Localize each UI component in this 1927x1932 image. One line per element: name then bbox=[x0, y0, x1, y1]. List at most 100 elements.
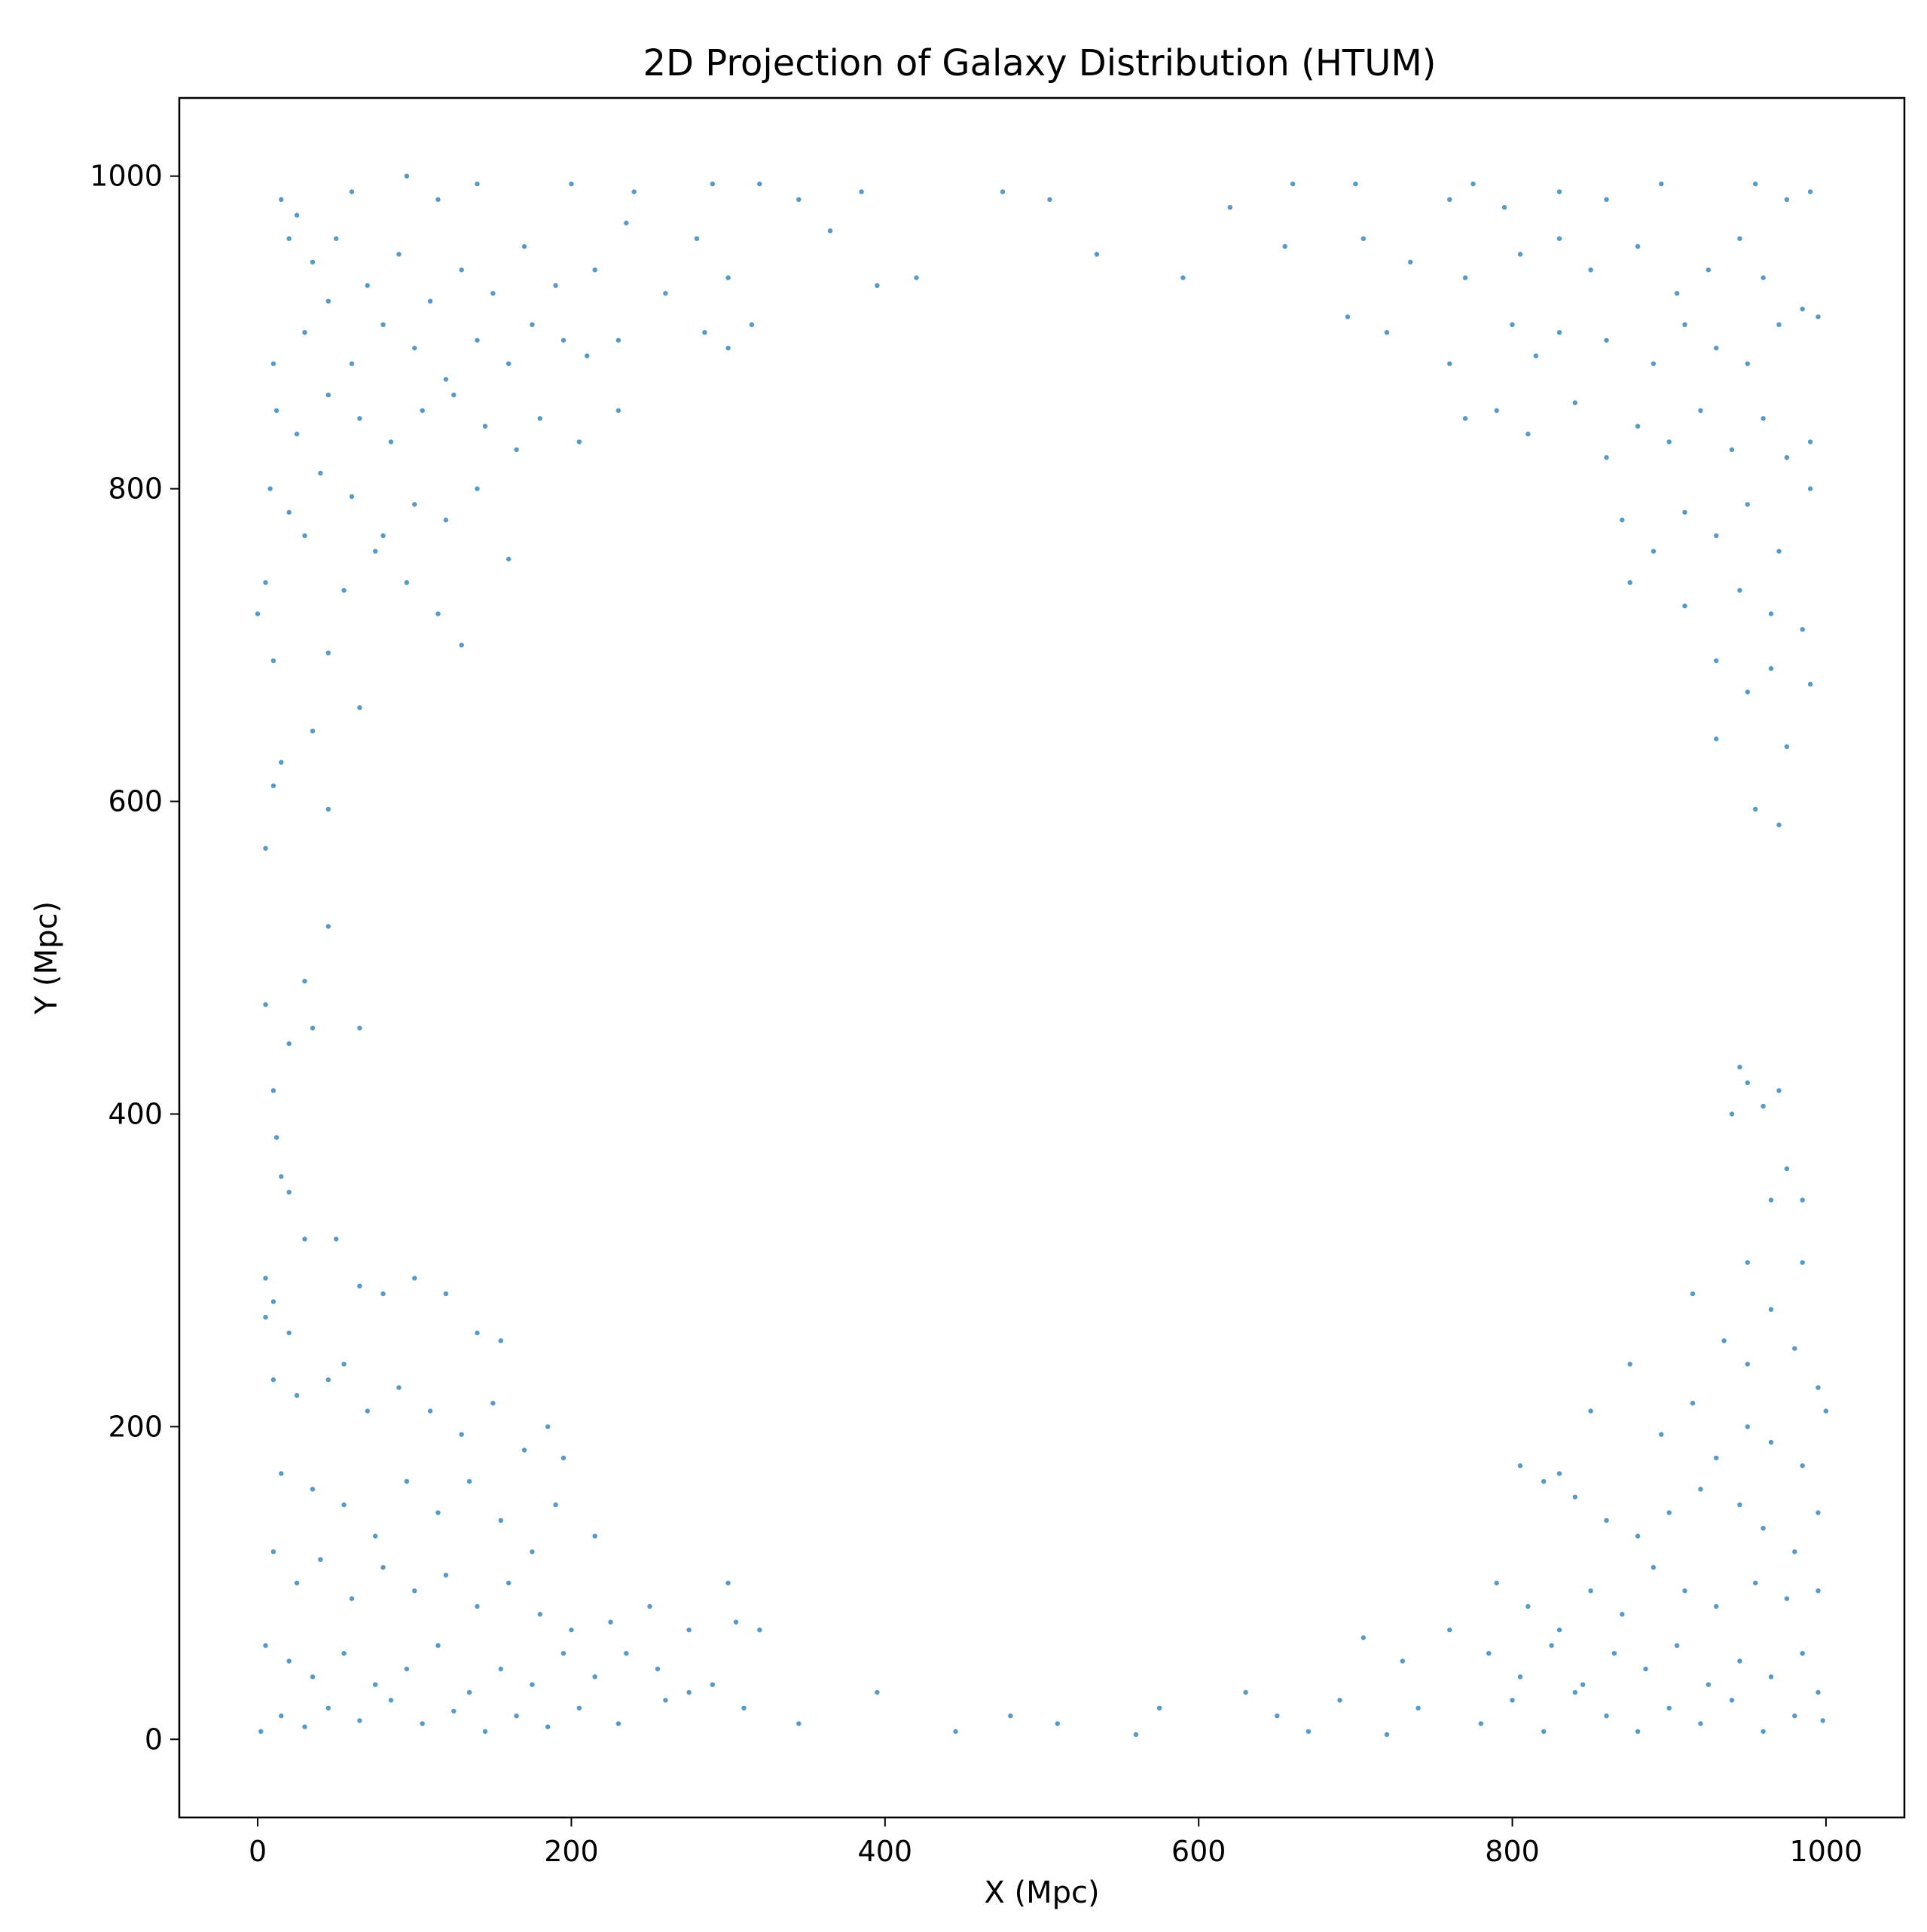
data-point bbox=[427, 298, 433, 304]
data-point bbox=[1768, 1674, 1774, 1680]
data-point bbox=[1745, 361, 1750, 366]
data-point bbox=[1729, 1698, 1735, 1703]
data-point bbox=[1494, 408, 1499, 414]
data-point bbox=[1706, 1682, 1711, 1687]
y-tick-label: 1000 bbox=[90, 160, 163, 193]
data-point bbox=[404, 579, 410, 585]
data-point bbox=[1620, 517, 1625, 523]
data-point bbox=[420, 1721, 425, 1726]
data-point bbox=[537, 1612, 542, 1617]
data-point bbox=[325, 298, 331, 304]
data-point bbox=[506, 1580, 512, 1585]
y-axis-label: Y (Mpc) bbox=[29, 901, 64, 1015]
data-point bbox=[263, 1276, 268, 1281]
data-point bbox=[1761, 275, 1766, 280]
data-point bbox=[373, 1533, 378, 1539]
data-point bbox=[506, 361, 512, 366]
data-point bbox=[1462, 416, 1468, 421]
data-point bbox=[404, 1666, 410, 1672]
data-point bbox=[1408, 259, 1413, 264]
data-point bbox=[310, 1487, 316, 1492]
data-point bbox=[286, 509, 292, 515]
x-tick-label: 0 bbox=[249, 1835, 267, 1868]
data-point bbox=[560, 338, 566, 343]
data-point bbox=[263, 1643, 268, 1648]
data-point bbox=[1384, 330, 1390, 335]
data-point bbox=[647, 1603, 652, 1609]
data-point bbox=[286, 1190, 292, 1195]
data-point bbox=[1572, 1689, 1577, 1695]
data-point bbox=[396, 1385, 402, 1390]
data-point bbox=[349, 189, 355, 194]
data-point bbox=[1501, 205, 1507, 210]
data-point bbox=[325, 806, 331, 812]
data-point bbox=[1698, 408, 1703, 414]
data-point bbox=[380, 533, 386, 539]
data-point bbox=[1784, 744, 1790, 750]
data-point bbox=[663, 1698, 668, 1703]
data-point bbox=[1447, 361, 1452, 366]
data-point bbox=[1361, 1635, 1367, 1640]
data-point bbox=[412, 345, 417, 351]
data-point bbox=[1337, 1698, 1342, 1703]
data-point bbox=[459, 1432, 464, 1437]
data-point bbox=[279, 760, 284, 765]
data-point bbox=[655, 1666, 661, 1672]
data-point bbox=[608, 1619, 613, 1625]
data-point bbox=[914, 275, 919, 280]
data-point bbox=[506, 556, 512, 562]
data-point bbox=[1714, 1603, 1719, 1609]
data-point bbox=[263, 579, 268, 585]
data-point bbox=[412, 502, 417, 507]
data-point bbox=[1517, 1463, 1523, 1469]
data-point bbox=[1525, 431, 1531, 437]
data-point bbox=[757, 1627, 762, 1633]
data-point bbox=[592, 1674, 597, 1680]
data-point bbox=[1698, 1721, 1703, 1726]
data-point bbox=[435, 1510, 441, 1515]
data-point bbox=[1706, 267, 1711, 273]
data-point bbox=[733, 1619, 739, 1625]
data-point bbox=[475, 486, 480, 491]
data-point bbox=[318, 1557, 323, 1562]
data-point bbox=[357, 1718, 362, 1723]
data-point bbox=[1820, 1718, 1825, 1723]
data-point bbox=[396, 252, 402, 257]
data-point bbox=[310, 259, 316, 264]
data-point bbox=[1572, 1494, 1577, 1499]
data-point bbox=[576, 1705, 582, 1710]
data-point bbox=[1784, 1596, 1790, 1601]
data-point bbox=[357, 416, 362, 421]
data-point bbox=[545, 1424, 551, 1429]
data-point bbox=[1745, 689, 1750, 695]
data-point bbox=[1156, 1705, 1162, 1710]
data-point bbox=[1627, 579, 1632, 585]
data-point bbox=[1345, 314, 1351, 319]
data-point bbox=[749, 322, 755, 327]
data-point bbox=[615, 1721, 621, 1726]
data-point bbox=[1682, 604, 1687, 609]
data-point bbox=[1768, 666, 1774, 671]
data-point bbox=[1714, 533, 1719, 539]
data-point bbox=[482, 1729, 488, 1735]
y-tick-label: 800 bbox=[108, 472, 163, 506]
data-point bbox=[796, 1721, 802, 1726]
data-point bbox=[443, 1573, 449, 1578]
data-point bbox=[553, 283, 558, 289]
data-point bbox=[1816, 1385, 1821, 1390]
data-point bbox=[475, 1330, 480, 1336]
data-point bbox=[694, 236, 700, 241]
data-point bbox=[1282, 243, 1287, 249]
data-point bbox=[530, 1549, 535, 1554]
data-point bbox=[267, 486, 273, 491]
x-tick-label: 600 bbox=[1171, 1835, 1226, 1868]
data-point bbox=[404, 1478, 410, 1484]
data-point bbox=[1823, 1408, 1829, 1414]
data-point bbox=[427, 1408, 433, 1414]
data-point bbox=[1792, 1346, 1797, 1351]
data-point bbox=[270, 1299, 276, 1304]
data-point bbox=[365, 283, 370, 289]
data-point bbox=[1400, 1658, 1406, 1664]
data-point bbox=[1659, 181, 1664, 187]
